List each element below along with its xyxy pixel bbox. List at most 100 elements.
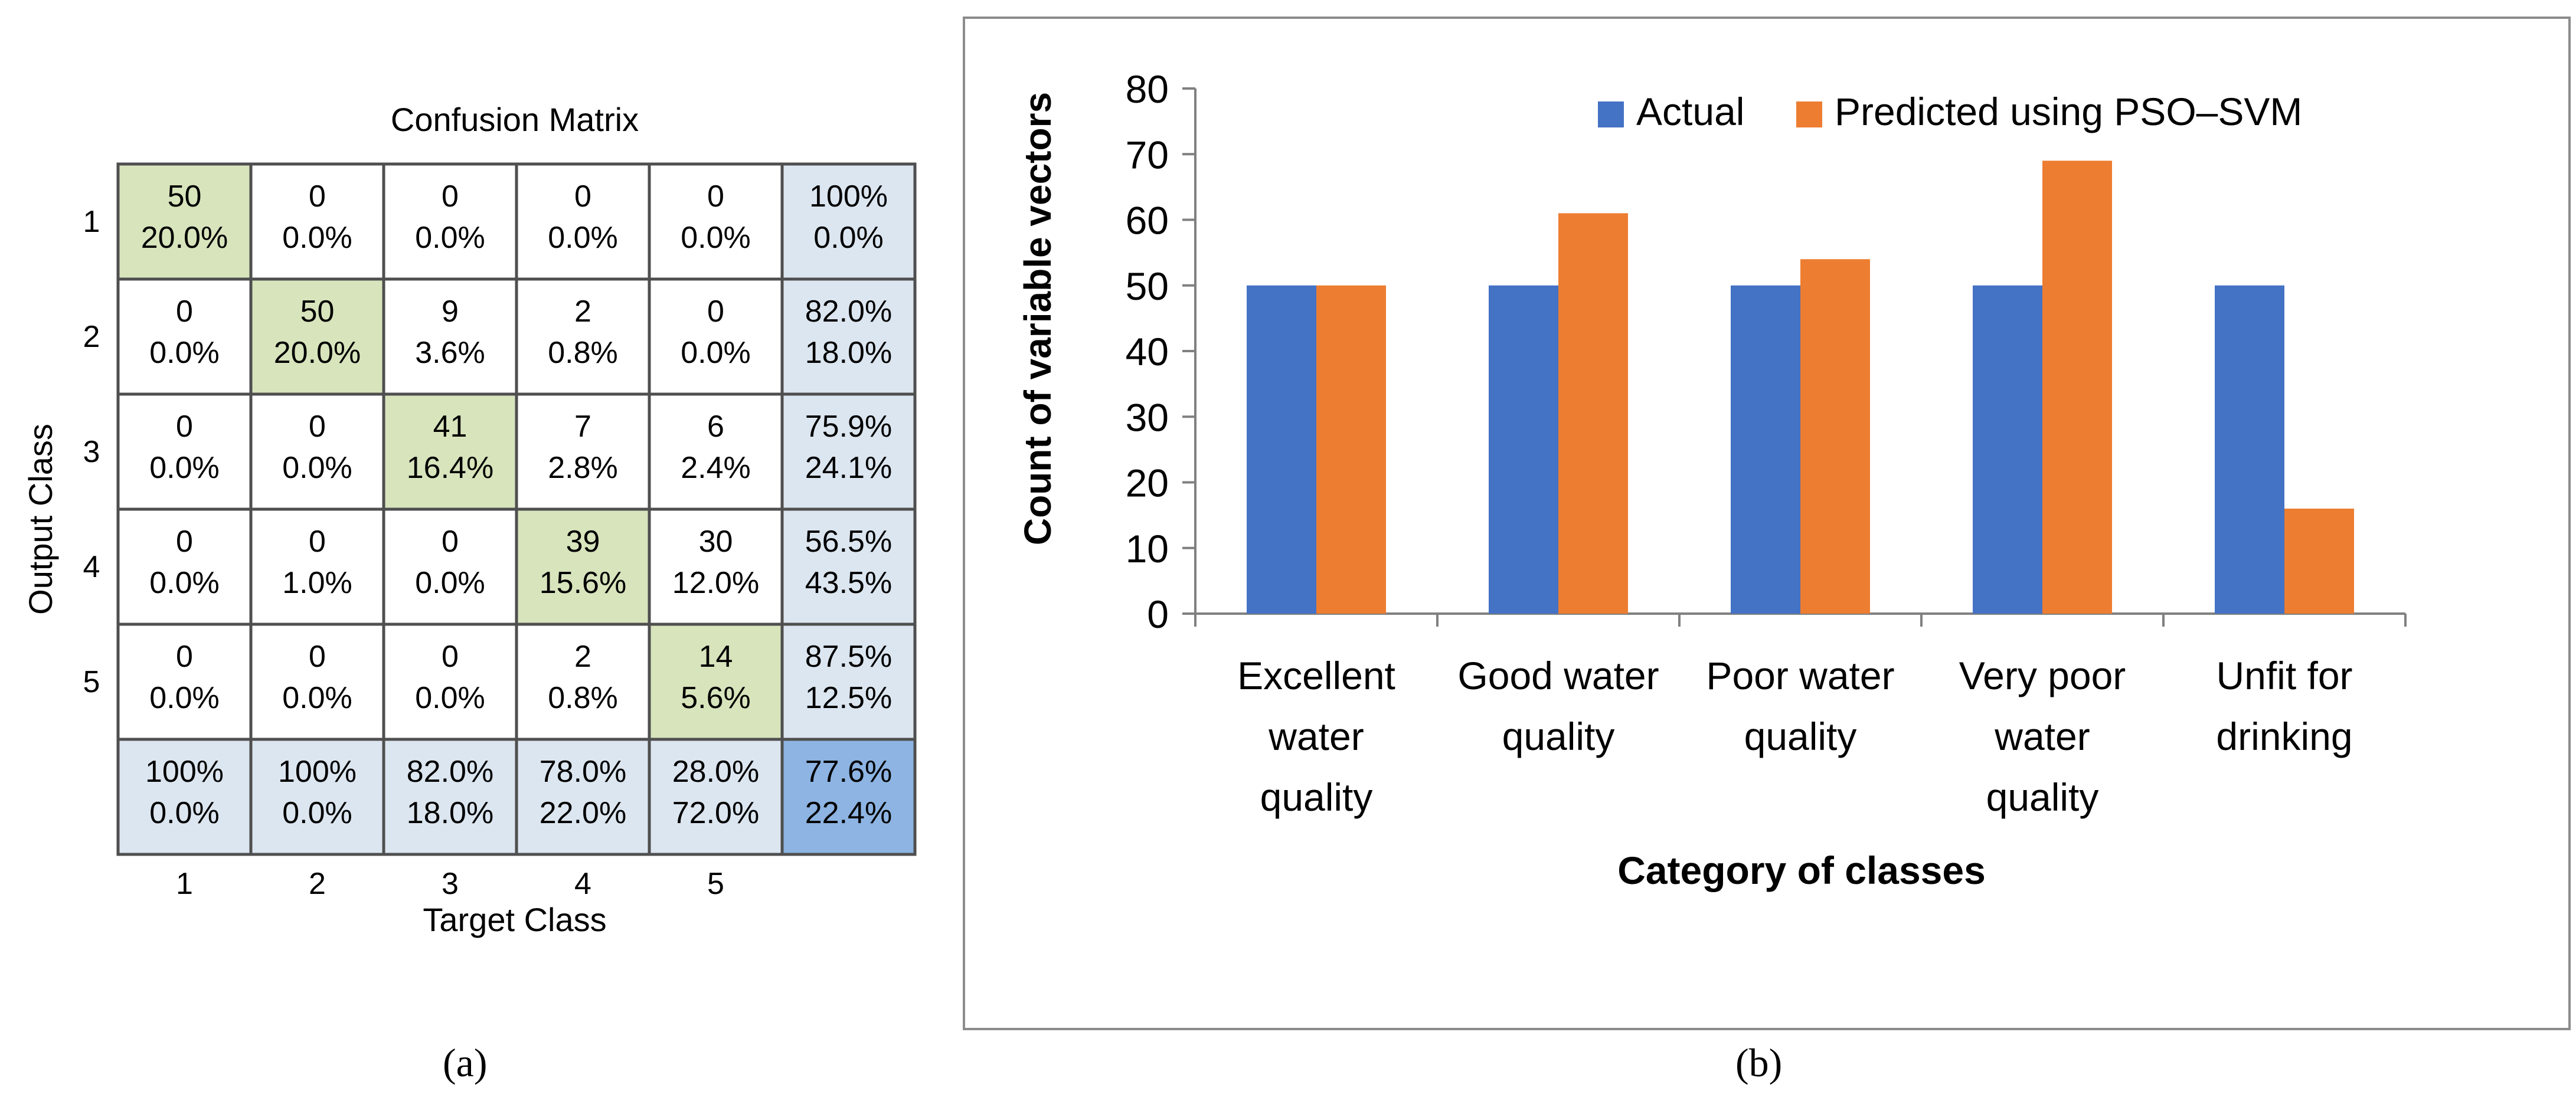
cm-cell-count: 30 — [699, 525, 733, 559]
cm-cell-count: 0 — [442, 525, 459, 559]
cm-cell-count: 7 — [574, 409, 591, 444]
cm-row-label: 5 — [83, 665, 100, 699]
cm-cell-count: 100% — [278, 755, 357, 789]
bar-actual — [1731, 285, 1800, 614]
legend-label-actual: Actual — [1636, 90, 1744, 133]
cm-cell — [116, 277, 253, 396]
cm-cell-percent: 0.0% — [681, 336, 751, 370]
cm-summary-cell — [249, 738, 385, 856]
cm-cell-percent: 20.0% — [274, 336, 361, 370]
cm-summary-cell — [116, 738, 253, 856]
cm-xlabel: Target Class — [423, 901, 606, 938]
cm-cell — [648, 507, 784, 626]
cm-summary-cell — [780, 507, 917, 626]
cm-cell-percent: 5.6% — [681, 681, 751, 715]
cm-cell-count: 0 — [309, 640, 326, 674]
cm-cell-count: 0 — [309, 409, 326, 444]
cm-cell — [116, 507, 253, 626]
bar-actual — [2215, 285, 2284, 614]
cm-cell-percent: 0.8% — [548, 336, 618, 370]
cm-cell — [515, 622, 651, 741]
cm-cell-percent: 1.0% — [282, 566, 352, 600]
bar-xlabel: Category of classes — [1617, 848, 1986, 892]
bar-ylabel: Count of variable vectors — [1016, 92, 1059, 545]
cm-cell-count: 75.9% — [805, 409, 892, 444]
cm-cell-percent: 3.6% — [415, 336, 485, 370]
y-tick-label: 70 — [1126, 133, 1169, 176]
cm-cell — [382, 277, 518, 396]
bar-predicted — [1800, 259, 1870, 614]
y-tick-label: 60 — [1126, 199, 1169, 243]
cm-cell — [648, 162, 784, 281]
cm-cell-percent: 0.0% — [813, 221, 884, 255]
bar-predicted — [1558, 213, 1628, 614]
cm-cell-percent: 0.0% — [149, 566, 220, 600]
cm-cell-count: 0 — [176, 640, 193, 674]
cm-cell-count: 0 — [309, 525, 326, 559]
cm-ylabel: Output Class — [22, 424, 59, 615]
cm-cell-count: 50 — [300, 294, 335, 329]
cm-summary-cell — [780, 162, 917, 281]
cm-cell-count: 0 — [707, 294, 724, 329]
cm-cell-count: 14 — [699, 640, 733, 674]
y-tick-label: 20 — [1126, 461, 1169, 505]
legend-swatch-actual — [1598, 101, 1624, 127]
cm-col-label: 4 — [574, 867, 591, 901]
cm-row-label: 4 — [83, 550, 100, 584]
panel-label-a: (a) — [443, 1040, 488, 1085]
bar-category-labels: Excellent water quality Good water quality Po… — [1237, 654, 2352, 819]
cm-row-labels: 1 2 3 4 5 — [83, 205, 100, 699]
bar-predicted — [1316, 285, 1386, 614]
panel-label-b: (b) — [1735, 1040, 1783, 1085]
cm-cell-count: 2 — [574, 640, 591, 674]
cm-cell-count: 2 — [574, 294, 591, 329]
cm-cell — [249, 507, 385, 626]
cm-cell-percent: 22.4% — [805, 796, 892, 830]
cm-cell — [648, 277, 784, 396]
cm-col-label: 3 — [442, 867, 459, 901]
bar-actual — [1247, 285, 1316, 614]
cm-diagonal-cell — [116, 162, 253, 281]
cm-cell-count: 77.6% — [805, 755, 892, 789]
cm-cell — [116, 392, 253, 511]
cm-cell-count: 0 — [176, 294, 193, 329]
cm-cell-percent: 0.0% — [415, 681, 485, 715]
cm-cell-percent: 0.0% — [149, 336, 220, 370]
cm-cell-count: 6 — [707, 409, 724, 444]
cm-cell-percent: 0.0% — [415, 221, 485, 255]
cm-cell-count: 0 — [309, 179, 326, 214]
cm-cell-count: 87.5% — [805, 640, 892, 674]
cm-col-label: 2 — [309, 867, 326, 901]
cm-cell-percent: 2.4% — [681, 451, 751, 485]
cm-cell-percent: 0.0% — [282, 681, 352, 715]
cm-cell-percent: 0.0% — [149, 796, 220, 830]
cm-summary-cell — [515, 738, 651, 856]
legend-label-predicted: Predicted using PSO–SVM — [1835, 90, 2302, 133]
x-category-label: quality — [1986, 775, 2099, 819]
cm-cell-percent: 15.6% — [540, 566, 626, 600]
bar-actual — [1973, 285, 2042, 614]
x-category-label: Unfit for — [2216, 654, 2352, 697]
cm-cell-percent: 18.0% — [805, 336, 892, 370]
cm-col-labels: 1 2 3 4 5 — [176, 867, 724, 901]
cm-title: Confusion Matrix — [391, 101, 639, 138]
bar-series — [1247, 160, 2354, 614]
bar-legend: Actual Predicted using PSO–SVM — [1598, 90, 2302, 133]
x-category-label: quality — [1260, 775, 1373, 819]
cm-cell-percent: 2.8% — [548, 451, 618, 485]
cm-cell-count: 50 — [168, 179, 202, 214]
cm-cell-count: 0 — [442, 179, 459, 214]
cm-row-label: 2 — [83, 320, 100, 354]
y-tick-label: 0 — [1147, 592, 1169, 636]
cm-cell-percent: 0.0% — [282, 451, 352, 485]
y-tick-label: 10 — [1126, 527, 1169, 571]
cm-cell-count: 28.0% — [672, 755, 759, 789]
cm-cell-percent: 18.0% — [407, 796, 493, 830]
x-category-label: drinking — [2216, 715, 2352, 758]
x-category-label: water — [1268, 715, 1364, 758]
cm-cell-count: 100% — [145, 755, 224, 789]
cm-cell-count: 39 — [566, 525, 600, 559]
cm-row-label: 1 — [83, 205, 100, 239]
cm-cell-count: 82.0% — [805, 294, 892, 329]
cm-cell-count: 0 — [176, 525, 193, 559]
